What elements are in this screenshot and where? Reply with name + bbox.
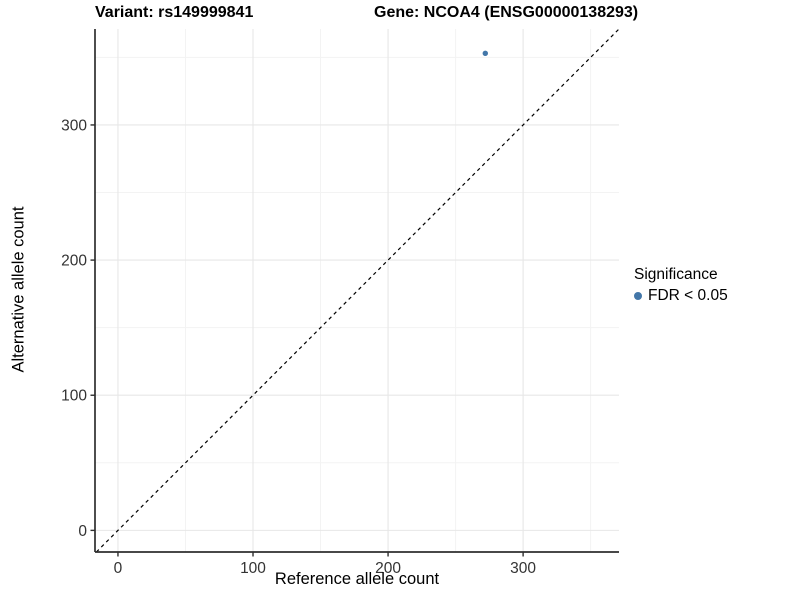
y-tick-label: 0 <box>78 523 87 540</box>
y-tick-label: 200 <box>61 253 87 270</box>
legend: Significance FDR < 0.05 <box>634 266 728 305</box>
x-tick-label: 100 <box>240 560 266 577</box>
x-axis-title: Reference allele count <box>274 570 440 588</box>
y-tick-label: 300 <box>61 117 87 134</box>
y-axis-title: Alternative allele count <box>9 206 28 373</box>
legend-entry: FDR < 0.05 <box>634 287 728 305</box>
identity-dashed-line <box>95 28 620 553</box>
x-tick-label: 0 <box>114 560 123 577</box>
data-point <box>482 50 488 57</box>
legend-title: Significance <box>634 266 718 283</box>
x-tick-label: 300 <box>510 560 536 577</box>
legend-entry-label: FDR < 0.05 <box>648 287 728 304</box>
legend-point-icon <box>634 292 642 300</box>
gene-title: Gene: NCOA4 (ENSG00000138293) <box>374 4 639 21</box>
y-tick-label: 100 <box>61 388 87 405</box>
variant-title: Variant: rs149999841 <box>95 4 254 21</box>
x-tick-label: 200 <box>375 560 401 577</box>
